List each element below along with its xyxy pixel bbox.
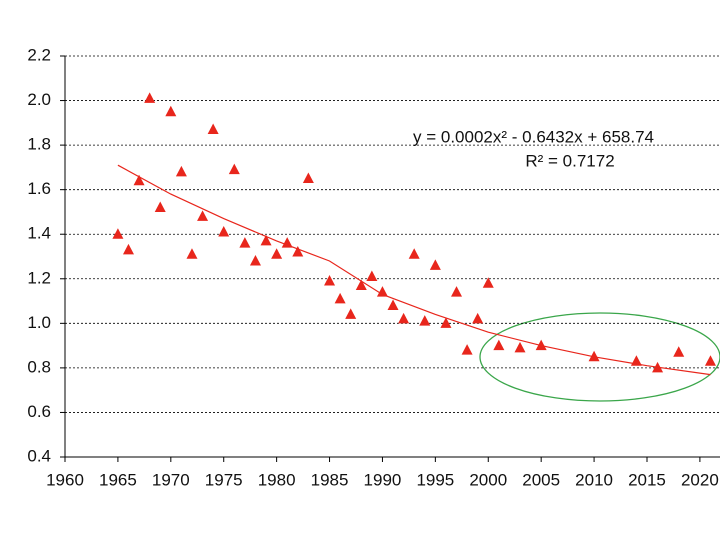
point bbox=[535, 339, 547, 351]
point bbox=[292, 246, 304, 257]
point bbox=[472, 312, 484, 324]
point bbox=[197, 210, 209, 221]
point bbox=[387, 299, 399, 311]
x-tick-label: 1970 bbox=[152, 470, 190, 489]
x-tick-label: 1990 bbox=[364, 470, 402, 489]
point bbox=[281, 237, 293, 248]
point bbox=[514, 341, 526, 353]
y-tick-label: 1.2 bbox=[27, 268, 51, 287]
point bbox=[186, 248, 198, 259]
trendline bbox=[117, 164, 711, 376]
point bbox=[228, 163, 240, 175]
y-tick-label: 1.6 bbox=[27, 179, 51, 198]
x-tick-label: 2010 bbox=[575, 470, 613, 489]
point bbox=[334, 292, 346, 304]
point bbox=[366, 270, 378, 282]
point bbox=[398, 312, 410, 324]
x-tick-label: 1975 bbox=[205, 470, 243, 489]
point bbox=[271, 248, 283, 259]
x-tick-label: 2000 bbox=[469, 470, 507, 489]
y-tick-label: 2.0 bbox=[27, 90, 51, 109]
y-tick-label: 0.8 bbox=[27, 357, 51, 376]
point bbox=[376, 286, 388, 297]
point bbox=[260, 234, 272, 246]
point bbox=[630, 355, 642, 366]
point bbox=[652, 361, 664, 373]
point bbox=[207, 123, 219, 135]
x-tick-label: 2005 bbox=[522, 470, 560, 489]
point bbox=[249, 254, 261, 266]
point bbox=[493, 339, 505, 351]
point bbox=[673, 346, 685, 357]
y-tick-label: 1.0 bbox=[27, 313, 51, 332]
point bbox=[482, 277, 494, 288]
point bbox=[461, 344, 473, 355]
point bbox=[408, 248, 420, 259]
x-tick-label: 1985 bbox=[311, 470, 349, 489]
point bbox=[324, 275, 336, 286]
x-tick-label: 2015 bbox=[628, 470, 666, 489]
point bbox=[175, 165, 187, 177]
y-tick-label: 0.4 bbox=[27, 446, 51, 465]
x-tick-label: 2020 bbox=[681, 470, 719, 489]
y-tick-label: 2.2 bbox=[27, 45, 51, 64]
point bbox=[112, 228, 124, 239]
x-tick-label: 1965 bbox=[99, 470, 137, 489]
highlight-ellipse bbox=[479, 312, 720, 402]
point bbox=[429, 259, 441, 270]
trend-r-squared: R² = 0.7172 bbox=[525, 151, 614, 170]
point bbox=[239, 237, 251, 248]
y-tick-label: 0.6 bbox=[27, 402, 51, 421]
point bbox=[419, 315, 431, 326]
point bbox=[355, 279, 367, 290]
point bbox=[144, 92, 156, 103]
point bbox=[302, 172, 314, 184]
x-tick-label: 1960 bbox=[46, 470, 84, 489]
point bbox=[133, 174, 145, 186]
x-tick-label: 1980 bbox=[258, 470, 296, 489]
point bbox=[440, 317, 452, 328]
point bbox=[588, 350, 600, 362]
trend-equation: y = 0.0002x² - 0.6432x + 658.74 bbox=[413, 127, 654, 146]
point bbox=[165, 105, 177, 117]
y-tick-label: 1.8 bbox=[27, 135, 51, 154]
point bbox=[122, 243, 134, 255]
point bbox=[154, 201, 166, 212]
x-tick-label: 1995 bbox=[416, 470, 454, 489]
point bbox=[218, 225, 230, 237]
point bbox=[345, 308, 357, 319]
point bbox=[704, 355, 716, 366]
point bbox=[451, 286, 463, 297]
y-tick-label: 1.4 bbox=[27, 224, 51, 243]
